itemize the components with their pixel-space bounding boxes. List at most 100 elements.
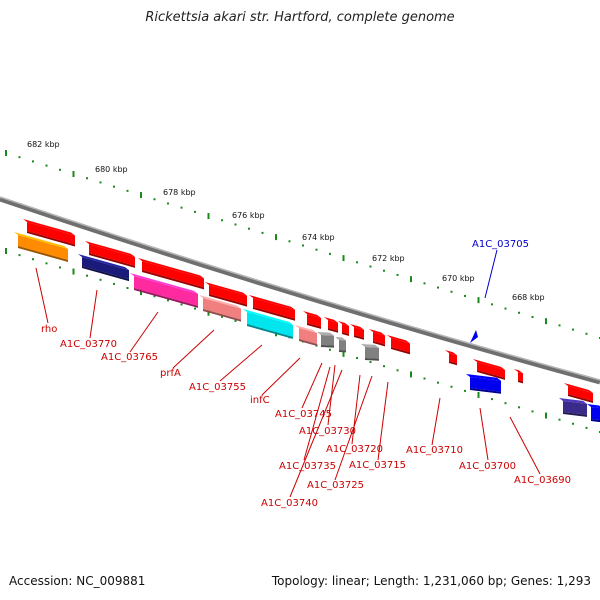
bottom-row-tick xyxy=(491,398,493,401)
bottom-row-tick xyxy=(383,365,385,368)
gene-label: A1C_03730 xyxy=(299,426,356,437)
gene-box-a1c03690-top xyxy=(559,398,587,404)
bottom-row-tick xyxy=(477,391,480,398)
gene-box-prfa-face xyxy=(203,298,241,320)
gene-box-a1c03720 xyxy=(361,344,379,361)
gene-label: A1C_03715 xyxy=(349,460,406,471)
gene-box-a1c03740-upper-face xyxy=(373,332,385,345)
bottom-row-tick xyxy=(329,348,331,351)
gene-label: A1C_03765 xyxy=(101,352,158,363)
kbp-label: 682 kbp xyxy=(27,140,60,149)
gene-label: prfA xyxy=(160,368,181,379)
top-row-tick xyxy=(545,318,547,325)
top-row-tick xyxy=(491,303,493,306)
gene-box-a1c03730-upper xyxy=(338,321,349,336)
bottom-row-tick xyxy=(396,369,399,372)
gene-box-prfa-edge xyxy=(203,309,241,322)
leader-line xyxy=(89,289,98,339)
gene-box-prfa xyxy=(199,295,241,322)
gene-label: A1C_03720 xyxy=(326,444,383,455)
top-row-tick xyxy=(410,276,412,283)
leader-line xyxy=(377,381,389,461)
top-row-tick xyxy=(423,282,426,285)
gene-box-infc-top xyxy=(295,325,317,334)
gene-box-a1c03745-edge xyxy=(321,345,334,348)
kbp-label: 672 kbp xyxy=(372,254,405,263)
top-row-tick xyxy=(585,332,588,335)
bottom-row-tick xyxy=(234,319,237,322)
bottom-row-tick xyxy=(180,303,183,306)
gene-box-a1c03700-upper-face xyxy=(477,362,505,378)
gene-box-a1c03725-upper-top xyxy=(387,335,410,344)
leader-line xyxy=(431,397,441,446)
gene-box-infc-upper-edge xyxy=(307,323,321,329)
gene-box-a1c03755-upper-edge xyxy=(253,307,295,321)
gene-box-a1c03740-upper-top xyxy=(369,329,385,336)
genome-backbone xyxy=(0,196,600,385)
bottom-row-tick xyxy=(410,371,412,378)
top-row-tick xyxy=(32,160,34,163)
top-row-tick xyxy=(59,168,61,171)
bottom-row-tick xyxy=(221,315,223,318)
leader-line xyxy=(35,267,49,324)
gene-box-a1c03700 xyxy=(466,374,501,394)
top-row-tick xyxy=(261,231,264,234)
leader-line xyxy=(261,357,301,396)
bottom-row-tick xyxy=(558,418,561,421)
gene-box-prfa-top xyxy=(199,295,241,309)
gene-box-a1c03685-face xyxy=(591,407,600,421)
gene-label: A1C_03690 xyxy=(514,475,571,486)
top-row-tick xyxy=(221,219,223,222)
bottom-row-tick xyxy=(153,295,156,298)
top-row-tick xyxy=(518,311,520,314)
gene-label: rho xyxy=(41,324,57,335)
gene-box-a1c03685 xyxy=(587,404,600,423)
bottom-row-tick xyxy=(518,406,520,409)
bottom-row-tick xyxy=(369,361,372,364)
leader-line xyxy=(484,249,498,299)
bottom-row-tick xyxy=(194,307,196,310)
gene-box-infc-edge xyxy=(299,339,317,347)
top-row-tick xyxy=(531,315,534,318)
top-row-tick xyxy=(329,252,331,255)
gene-box-a1c03690 xyxy=(559,398,587,417)
bottom-row-tick xyxy=(113,282,115,285)
gene-box-a1c03690-upper xyxy=(564,383,593,403)
leader-line xyxy=(303,366,331,461)
bottom-row-tick xyxy=(531,410,534,413)
top-row-tick xyxy=(477,297,480,304)
gene-box-a1c03765-top xyxy=(130,273,198,294)
gene-box-a1c03745 xyxy=(317,332,334,348)
gene-box-a1c03770-edge xyxy=(82,266,129,282)
top-row-tick xyxy=(234,223,237,226)
bottom-row-tick xyxy=(32,258,34,261)
kbp-label: 668 kbp xyxy=(512,293,545,302)
bottom-row-tick xyxy=(342,350,345,357)
top-row-tick xyxy=(72,171,75,178)
leader-line xyxy=(129,311,159,353)
gene-label: A1C_03745 xyxy=(275,409,332,420)
gene-box-a1c03730-top xyxy=(335,337,346,341)
gene-box-prfa-upper xyxy=(205,282,247,307)
gene-features xyxy=(14,219,600,423)
gene-box-a1c03730-upper-face xyxy=(342,324,349,334)
gene-box-a1c03690-upper-edge xyxy=(568,394,593,403)
gene-box-a1c03765-edge xyxy=(134,288,198,308)
top-row-tick xyxy=(288,240,291,243)
gene-box-a1c03770-face xyxy=(82,257,129,280)
gene-box-a1c03700-edge xyxy=(470,388,501,394)
tick-rows xyxy=(5,150,600,433)
gene-box-a1c03710-face xyxy=(449,353,457,364)
gene-box-a1c03765-upper-face xyxy=(142,261,204,288)
top-row-tick xyxy=(504,307,507,310)
bottom-row-tick xyxy=(5,248,7,254)
gene-box-a1c03700-face xyxy=(470,377,501,392)
bottom-row-tick xyxy=(86,274,88,277)
top-row-tick xyxy=(315,248,318,251)
gene-box-a1c03690-face xyxy=(563,401,587,415)
gene-box-a1c03690-edge xyxy=(563,412,587,417)
gene-box-a1c03745-upper-face xyxy=(328,320,338,331)
top-row-tick xyxy=(275,234,277,241)
gene-label: A1C_03770 xyxy=(60,339,117,350)
gene-box-infc-upper-top xyxy=(303,311,321,318)
